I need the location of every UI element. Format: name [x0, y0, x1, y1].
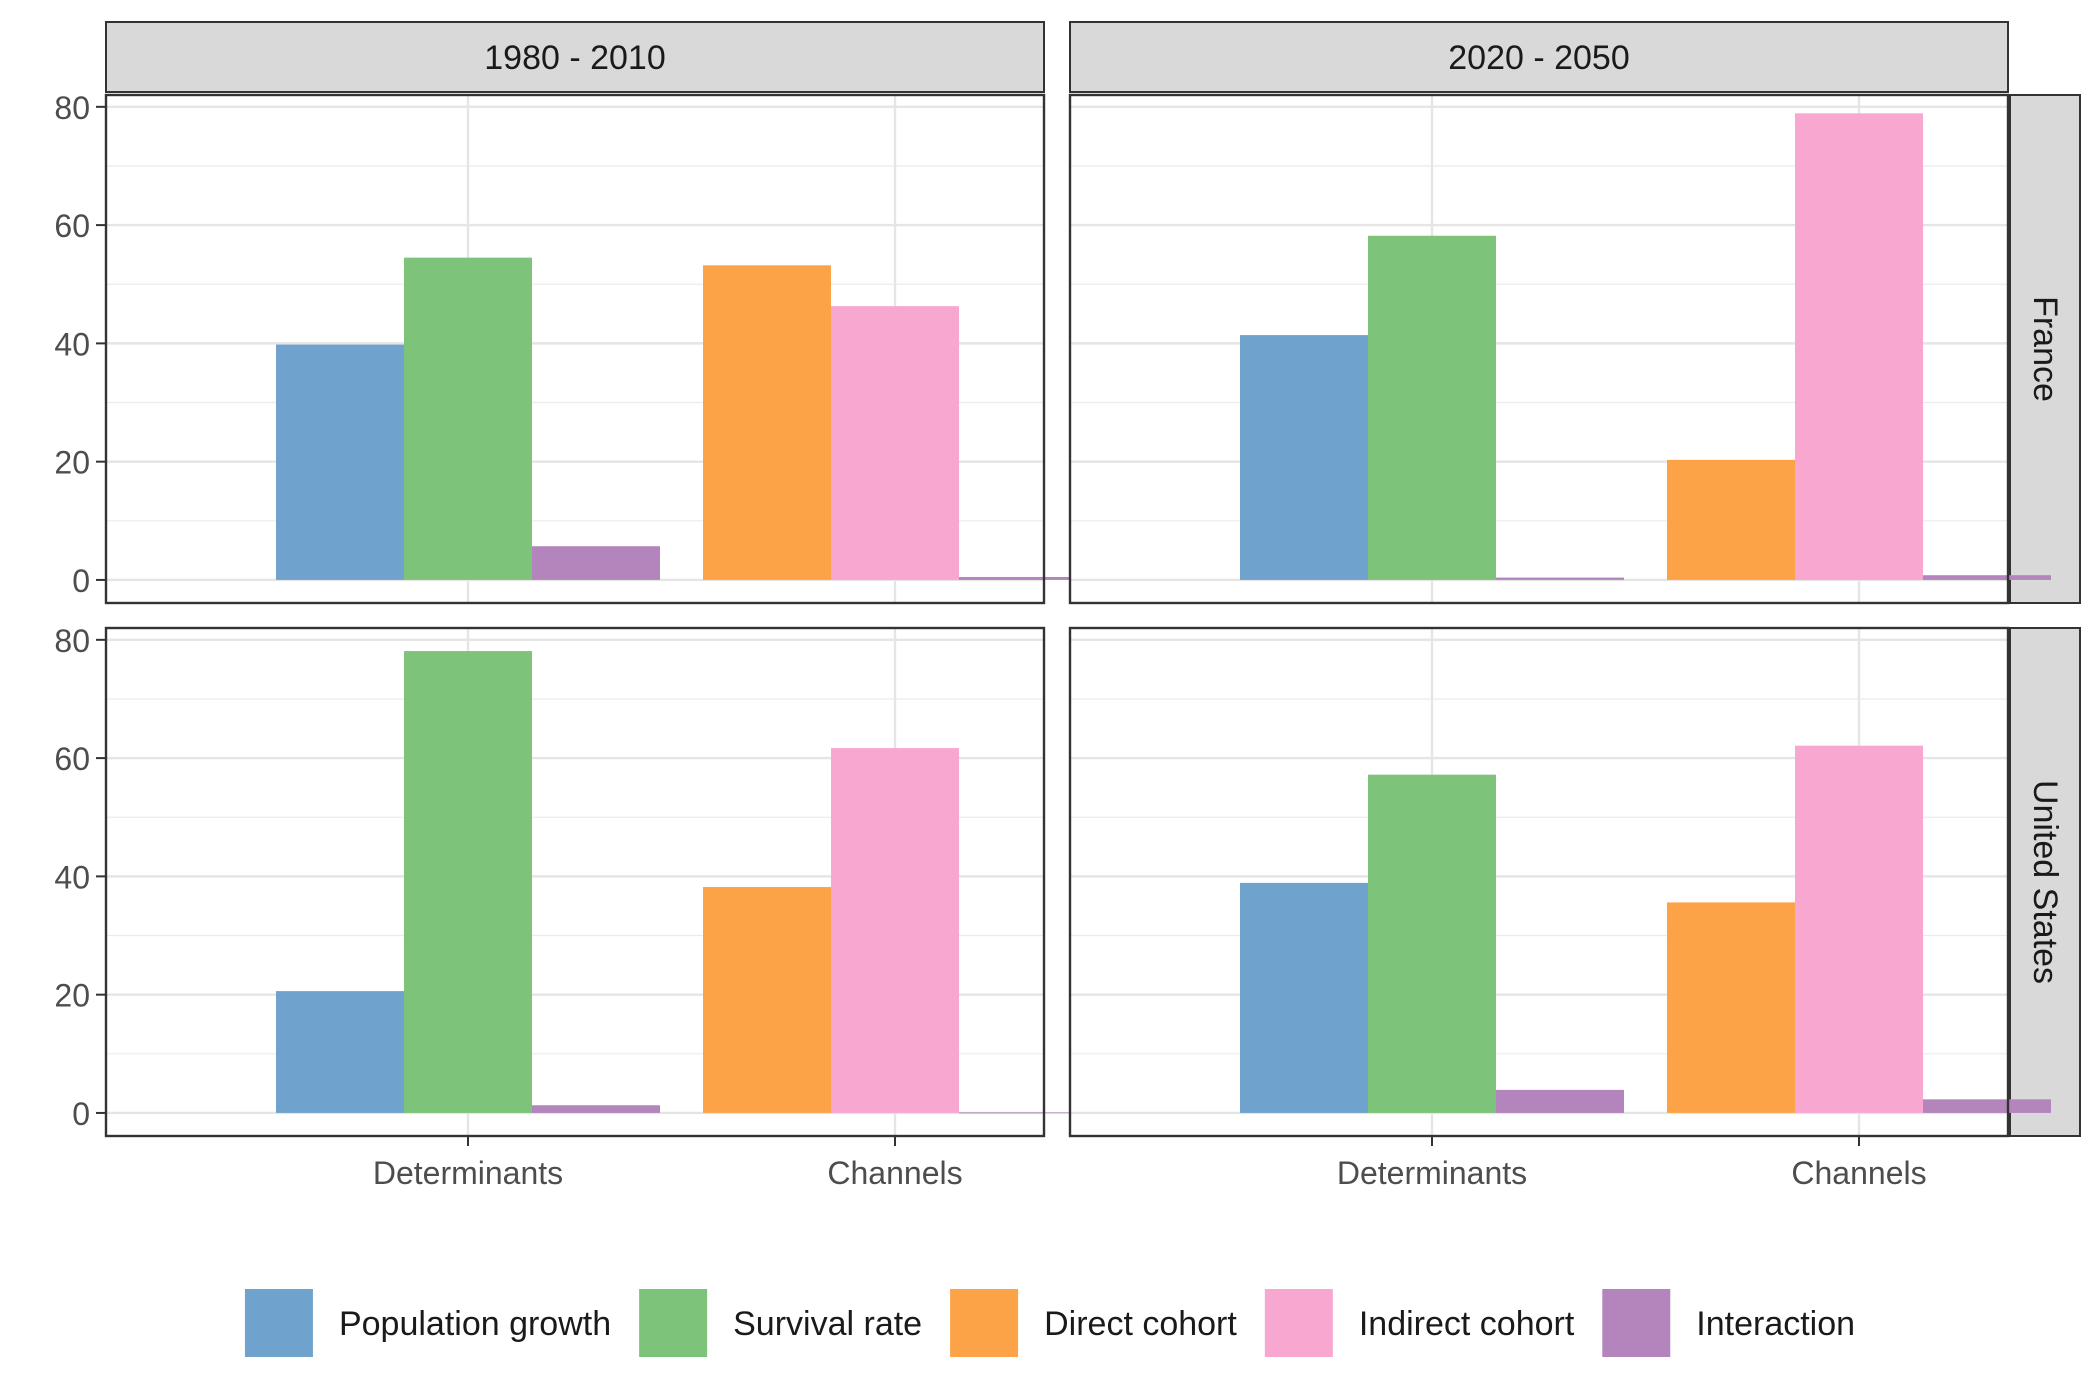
legend-item-indirect-cohort: Indirect cohort	[1264, 1289, 1575, 1357]
y-tick-label: 60	[54, 208, 90, 244]
column-strip-1980-2010: 1980 - 2010	[105, 21, 1045, 93]
bar-direct-cohort	[1667, 902, 1795, 1113]
panel-france-1980-2010: 0 20 40 60 80	[54, 90, 1087, 605]
column-strip-label: 1980 - 2010	[484, 39, 666, 77]
legend-label: Survival rate	[733, 1305, 922, 1343]
bar-indirect-cohort	[1795, 113, 1923, 580]
bar-interaction	[1923, 575, 2051, 580]
x-tick-label: Determinants	[373, 1155, 563, 1191]
panel-border	[1068, 93, 2010, 605]
bar-indirect-cohort	[831, 306, 959, 580]
y-tick-label: 40	[54, 859, 90, 895]
panel-border	[104, 93, 1046, 605]
bar-interaction	[1923, 1099, 2051, 1113]
bar-interaction	[1496, 1089, 1624, 1113]
bar-direct-cohort	[703, 887, 831, 1113]
bar-survival-rate	[1368, 774, 1496, 1113]
bar-survival-rate	[1368, 235, 1496, 580]
legend-item-population-growth: Population growth	[244, 1289, 611, 1357]
y-tick-label: 80	[54, 90, 90, 126]
bar-interaction	[1496, 577, 1624, 580]
legend-item-direct-cohort: Direct cohort	[950, 1289, 1237, 1357]
legend-label: Interaction	[1696, 1305, 1855, 1343]
bar-survival-rate	[404, 651, 532, 1113]
column-strip-2020-2050: 2020 - 2050	[1069, 21, 2009, 93]
panel-border	[104, 626, 1046, 1138]
legend-label: Direct cohort	[1044, 1305, 1237, 1343]
bar-population-growth	[276, 991, 404, 1113]
row-strip-france: France	[2009, 94, 2081, 604]
panel-france-2020-2050	[1068, 93, 2051, 605]
x-tick-label: Determinants	[1337, 1155, 1527, 1191]
bar-interaction	[532, 546, 660, 580]
y-tick-label: 20	[54, 978, 90, 1014]
bar-survival-rate	[404, 257, 532, 580]
panel-united-states-1980-2010: 0 20 40 60 80 Determinants Channels	[54, 623, 1087, 1191]
bar-population-growth	[1240, 335, 1368, 580]
legend-item-survival-rate: Survival rate	[639, 1289, 922, 1357]
y-tick-label: 0	[72, 1096, 90, 1132]
row-strip-background	[2009, 627, 2081, 1137]
legend-key	[1264, 1289, 1333, 1357]
y-tick-label: 20	[54, 445, 90, 481]
bar-indirect-cohort	[1795, 745, 1923, 1113]
legend-label: Population growth	[339, 1305, 611, 1343]
bar-interaction	[959, 576, 1087, 580]
column-strip-background	[105, 21, 1045, 93]
legend-key	[244, 1289, 313, 1357]
legend-label: Indirect cohort	[1359, 1305, 1575, 1343]
panels-layer: 1980 - 2010 2020 - 2050 France United State…	[54, 21, 2081, 1191]
row-strip-united-states: United States	[2009, 627, 2081, 1137]
row-strip-label: France	[2026, 296, 2064, 402]
y-tick-label: 60	[54, 741, 90, 777]
column-strip-background	[1069, 21, 2009, 93]
legend-key	[1602, 1289, 1671, 1357]
bar-direct-cohort	[1667, 459, 1795, 580]
x-tick-label: Channels	[827, 1155, 962, 1191]
column-strip-label: 2020 - 2050	[1448, 39, 1630, 77]
panel-united-states-2020-2050: Determinants Channels	[1068, 626, 2051, 1191]
legend-item-interaction: Interaction	[1602, 1289, 1855, 1357]
bar-interaction	[532, 1105, 660, 1113]
x-tick-label: Channels	[1791, 1155, 1926, 1191]
bar-population-growth	[1240, 882, 1368, 1113]
bar-indirect-cohort	[831, 748, 959, 1113]
y-tick-label: 0	[72, 563, 90, 599]
legend: Population growth Survival rate Direct coh…	[244, 1289, 1855, 1357]
y-tick-label: 40	[54, 326, 90, 362]
legend-key	[950, 1289, 1019, 1357]
row-strip-background	[2009, 94, 2081, 604]
legend-key	[639, 1289, 708, 1357]
bar-interaction	[959, 1112, 1087, 1114]
y-tick-label: 80	[54, 623, 90, 659]
row-strip-label: United States	[2026, 780, 2064, 984]
bar-population-growth	[276, 344, 404, 580]
bar-direct-cohort	[703, 265, 831, 580]
panel-border	[1068, 626, 2010, 1138]
